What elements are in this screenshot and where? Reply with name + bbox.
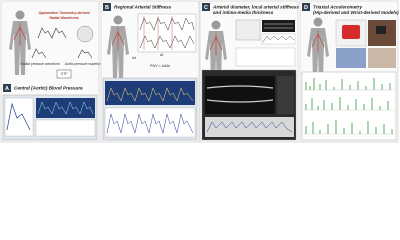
plot [104,107,196,138]
plot [137,13,197,53]
waveform [106,113,194,134]
probe-image [235,19,261,41]
panel-letter: D [304,5,308,11]
panel-letter-box [103,3,111,11]
label: PWV = Δd/Δt [150,64,170,68]
waveform [37,101,94,115]
ultrasound-image [205,76,275,114]
panel-subtitle: and intima-media thickness [213,10,274,15]
label: Aortic pressure waveform [65,62,104,66]
label: Δd [132,56,136,60]
panel-letter: A [5,86,9,92]
vessel-wall [206,85,274,103]
screenshot [301,71,397,141]
plot [4,97,34,137]
marker-line [143,16,173,50]
table [35,119,96,137]
label: Radial pressure waveform [20,62,60,66]
table [235,47,296,67]
panel-title: Triaxial Accelerometry [313,5,362,10]
label: Δt [160,53,163,57]
waveform [37,27,67,39]
page: Applanation Tonometry-derived Radial Wav… [0,0,400,143]
label: GTF [61,72,68,76]
plot [205,117,294,137]
waveform [139,17,195,31]
plot [36,98,95,118]
figure: Applanation Tonometry-derived Radial Wav… [0,0,399,143]
activity-bars [305,78,393,134]
accelerometer [342,25,360,39]
panel-title: Arterial diameter, local arterial stiffn… [212,5,299,10]
waveform [139,35,195,49]
plot [105,81,195,105]
plot [261,33,296,45]
wrist-device [376,26,386,34]
hip-photo [368,48,396,68]
waveform [31,48,47,59]
panel-letter: B [105,5,109,11]
device [76,25,94,43]
ultrasound-image [262,20,295,32]
vessel-wall [264,23,293,29]
waveform [262,35,295,43]
panel-letter-box [202,3,210,11]
panel-title: Central (Aortic) Blood Pressure [14,86,83,91]
side-panel [277,76,294,114]
waveform [106,87,194,102]
panel-letter-box [3,84,11,92]
gtf-box [56,69,72,79]
waveform [77,49,93,59]
hip-photo [336,48,366,68]
panel-subtitle: (Hip-derived and Wrist-derived models) [313,10,399,15]
label: Applanation Tonometry-derived [37,11,90,15]
panel-letter-box [302,3,310,11]
waveform [6,102,31,131]
axis-line [304,89,394,135]
label: Radial Waveforms [49,16,78,20]
panel-letter: C [204,5,208,11]
panel-title: Regional Arterial Stiffness [114,5,172,10]
waveform [206,121,293,133]
